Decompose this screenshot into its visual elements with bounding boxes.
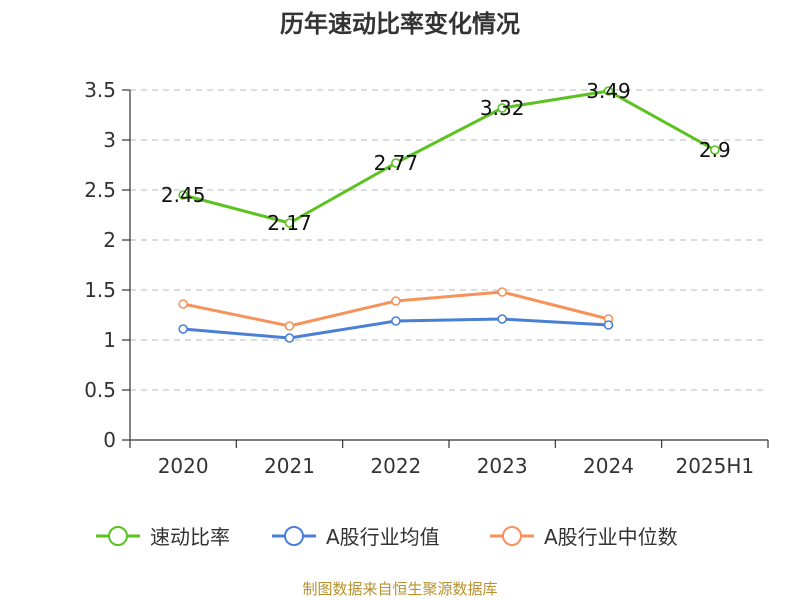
data-label: 2.45	[161, 183, 206, 207]
data-point	[284, 333, 295, 343]
data-point	[178, 299, 188, 309]
legend-swatch-marker	[108, 526, 128, 546]
data-labels: 2.45 2.17 2.77 3.32 3.49 2.9	[161, 79, 731, 235]
series-lines	[178, 86, 720, 343]
legend-item-0: 速动比率	[96, 525, 230, 549]
data-point	[497, 314, 507, 324]
x-tick-label: 2022	[370, 454, 421, 478]
legend-item-1: A股行业均值	[272, 525, 440, 549]
data-point	[497, 287, 507, 297]
data-point	[284, 218, 295, 228]
legend-label: A股行业中位数	[544, 525, 678, 549]
y-tick-label: 1	[103, 328, 116, 352]
y-tick-label: 2.5	[84, 178, 116, 202]
data-label: 3.32	[480, 96, 525, 120]
y-tick-label: 0	[103, 428, 116, 452]
data-point	[178, 190, 188, 200]
data-point	[391, 158, 401, 168]
y-tick-label: 3.5	[84, 78, 116, 102]
legend-swatch-marker	[502, 526, 522, 546]
y-tick-label: 1.5	[84, 278, 116, 302]
data-point	[497, 103, 507, 113]
source-note: 制图数据来自恒生聚源数据库	[302, 580, 497, 598]
data-point	[178, 324, 188, 334]
data-point	[710, 145, 720, 155]
data-label: 3.49	[586, 79, 631, 103]
axes: 0 0.5 1 1.5 2 2.5 3 3.5 2020 2021 2022 2023 2024 2025…	[84, 78, 769, 478]
x-tick-label: 2021	[264, 454, 315, 478]
x-tick-label: 2023	[477, 454, 528, 478]
legend-label: 速动比率	[150, 525, 230, 549]
y-tick-label: 2	[103, 228, 116, 252]
x-tick-label: 2024	[583, 454, 634, 478]
data-point	[603, 86, 614, 96]
data-point	[391, 296, 401, 306]
grid-lines	[130, 89, 768, 391]
data-point	[284, 321, 295, 331]
x-tick-label: 2025H1	[675, 454, 754, 478]
series-line-0	[182, 89, 716, 225]
data-label: 2.9	[699, 138, 731, 162]
data-point	[603, 320, 614, 330]
y-tick-label: 3	[103, 128, 116, 152]
y-tick-label: 0.5	[84, 378, 116, 402]
x-tick-label: 2020	[158, 454, 209, 478]
legend-label: A股行业均值	[326, 525, 440, 549]
legend: 速动比率 A股行业均值 A股行业中位数	[96, 525, 678, 549]
legend-swatch-marker	[284, 526, 304, 546]
legend-item-2: A股行业中位数	[490, 525, 678, 549]
data-label: 2.17	[267, 211, 312, 235]
chart-title: 历年速动比率变化情况	[280, 10, 520, 38]
data-label: 2.77	[374, 151, 419, 175]
data-point	[391, 316, 401, 326]
